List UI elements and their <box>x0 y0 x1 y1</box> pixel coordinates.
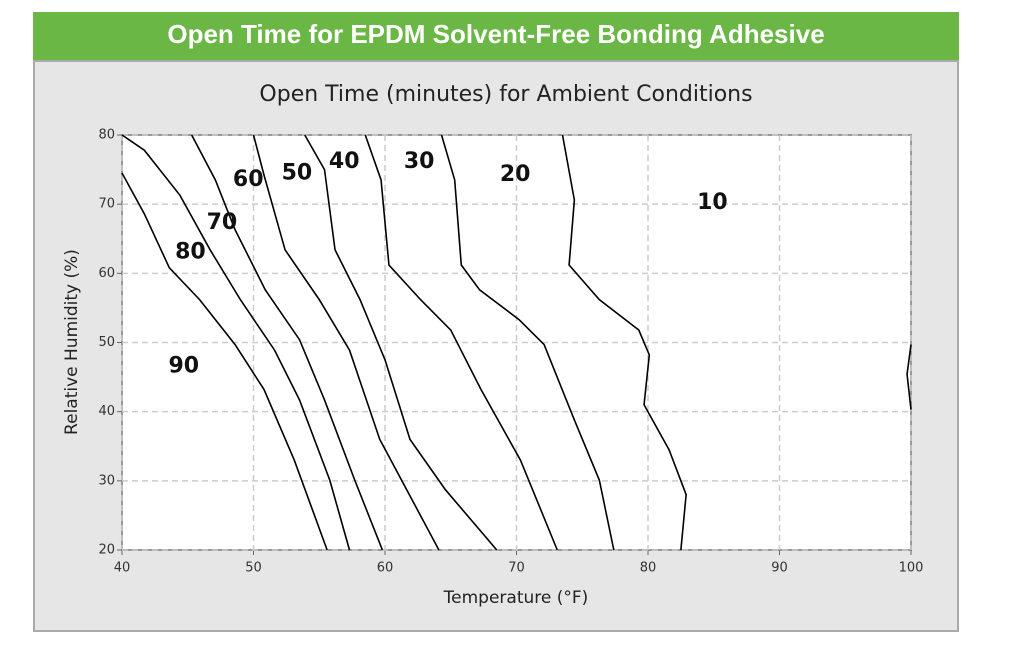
y-tick-label: 60 <box>98 266 115 281</box>
y-axis-label: Relative Humidity (%) <box>62 249 82 435</box>
contour-line <box>304 134 498 551</box>
contour-label: 80 <box>175 240 206 265</box>
contour-line <box>252 134 440 551</box>
contour-label: 70 <box>207 210 238 235</box>
x-tick-label: 50 <box>245 561 262 576</box>
x-tick-label: 40 <box>114 561 131 576</box>
contour-label: 40 <box>329 149 360 174</box>
x-tick-label: 70 <box>508 561 525 576</box>
contour-line <box>561 134 687 551</box>
x-axis-label: Temperature (°F) <box>443 588 589 608</box>
contour-label: 10 <box>697 190 728 215</box>
contour-label: 60 <box>233 167 264 192</box>
x-tick-label: 60 <box>377 561 394 576</box>
y-tick-label: 50 <box>98 335 115 350</box>
header-title: Open Time for EPDM Solvent-Free Bonding … <box>167 19 824 49</box>
header-banner <box>33 12 959 60</box>
contour-line <box>190 134 384 551</box>
y-tick-label: 80 <box>98 128 115 143</box>
contour-label: 20 <box>500 162 531 187</box>
contour-line <box>121 172 328 551</box>
y-tick-label: 70 <box>98 197 115 212</box>
y-tick-label: 20 <box>98 543 115 558</box>
y-tick-label: 30 <box>98 473 115 488</box>
contour-line <box>440 134 615 551</box>
contour-line <box>121 134 351 551</box>
contour-label: 90 <box>168 354 199 379</box>
contour-label: 30 <box>404 149 435 174</box>
x-tick-label: 100 <box>899 561 924 576</box>
x-tick-label: 80 <box>640 561 657 576</box>
y-tick-label: 40 <box>98 404 115 419</box>
chart-title: Open Time (minutes) for Ambient Conditio… <box>259 82 752 107</box>
x-tick-label: 90 <box>771 561 788 576</box>
contour-line <box>364 134 559 551</box>
contour-label: 50 <box>282 161 313 186</box>
contour-line <box>906 344 912 410</box>
